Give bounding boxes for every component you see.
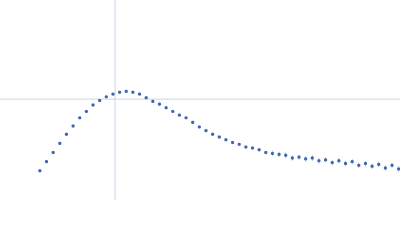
data-point bbox=[257, 148, 261, 152]
data-point bbox=[217, 135, 221, 139]
data-point bbox=[118, 90, 122, 94]
data-point bbox=[224, 138, 228, 142]
data-point bbox=[310, 156, 314, 160]
data-point bbox=[363, 161, 368, 166]
data-point bbox=[377, 162, 381, 166]
data-point bbox=[124, 89, 128, 93]
data-point bbox=[197, 125, 201, 129]
data-point bbox=[157, 102, 162, 106]
data-point bbox=[330, 160, 334, 165]
data-point bbox=[44, 160, 49, 164]
data-point bbox=[211, 132, 215, 136]
data-point bbox=[137, 92, 142, 96]
data-point bbox=[270, 151, 275, 156]
data-point bbox=[290, 156, 294, 160]
data-point bbox=[58, 141, 62, 145]
data-point bbox=[111, 92, 115, 96]
data-point bbox=[191, 120, 195, 124]
data-point bbox=[151, 99, 155, 103]
data-point bbox=[317, 159, 321, 163]
data-point bbox=[277, 152, 281, 156]
data-point bbox=[323, 158, 328, 162]
data-point bbox=[304, 157, 308, 161]
data-point bbox=[164, 106, 168, 110]
data-point bbox=[237, 142, 241, 146]
data-point bbox=[204, 128, 208, 133]
data-point bbox=[78, 116, 82, 120]
data-point bbox=[98, 98, 102, 103]
data-point bbox=[284, 153, 288, 157]
data-point bbox=[383, 166, 387, 170]
data-point bbox=[264, 150, 268, 155]
page: (() => { const data = JSON.parse(documen… bbox=[0, 0, 400, 200]
data-point bbox=[144, 96, 148, 100]
data-point bbox=[91, 103, 95, 107]
data-point bbox=[357, 163, 361, 167]
data-point bbox=[250, 146, 255, 150]
data-point bbox=[38, 169, 42, 173]
data-point bbox=[297, 155, 301, 159]
data-point bbox=[343, 161, 348, 166]
data-point bbox=[350, 160, 354, 164]
data-point bbox=[171, 109, 175, 114]
data-point bbox=[177, 113, 182, 117]
data-point bbox=[104, 95, 108, 99]
data-point bbox=[230, 140, 235, 145]
data-point bbox=[64, 132, 69, 136]
data-point bbox=[397, 167, 400, 171]
data-point bbox=[84, 109, 88, 114]
data-point bbox=[390, 163, 394, 167]
chart bbox=[0, 0, 400, 200]
data-point bbox=[184, 116, 188, 120]
data-point bbox=[244, 145, 248, 149]
data-point bbox=[337, 159, 341, 163]
data-point bbox=[51, 150, 55, 155]
data-point bbox=[131, 90, 135, 94]
data-point bbox=[370, 164, 374, 168]
data-point bbox=[71, 124, 75, 128]
